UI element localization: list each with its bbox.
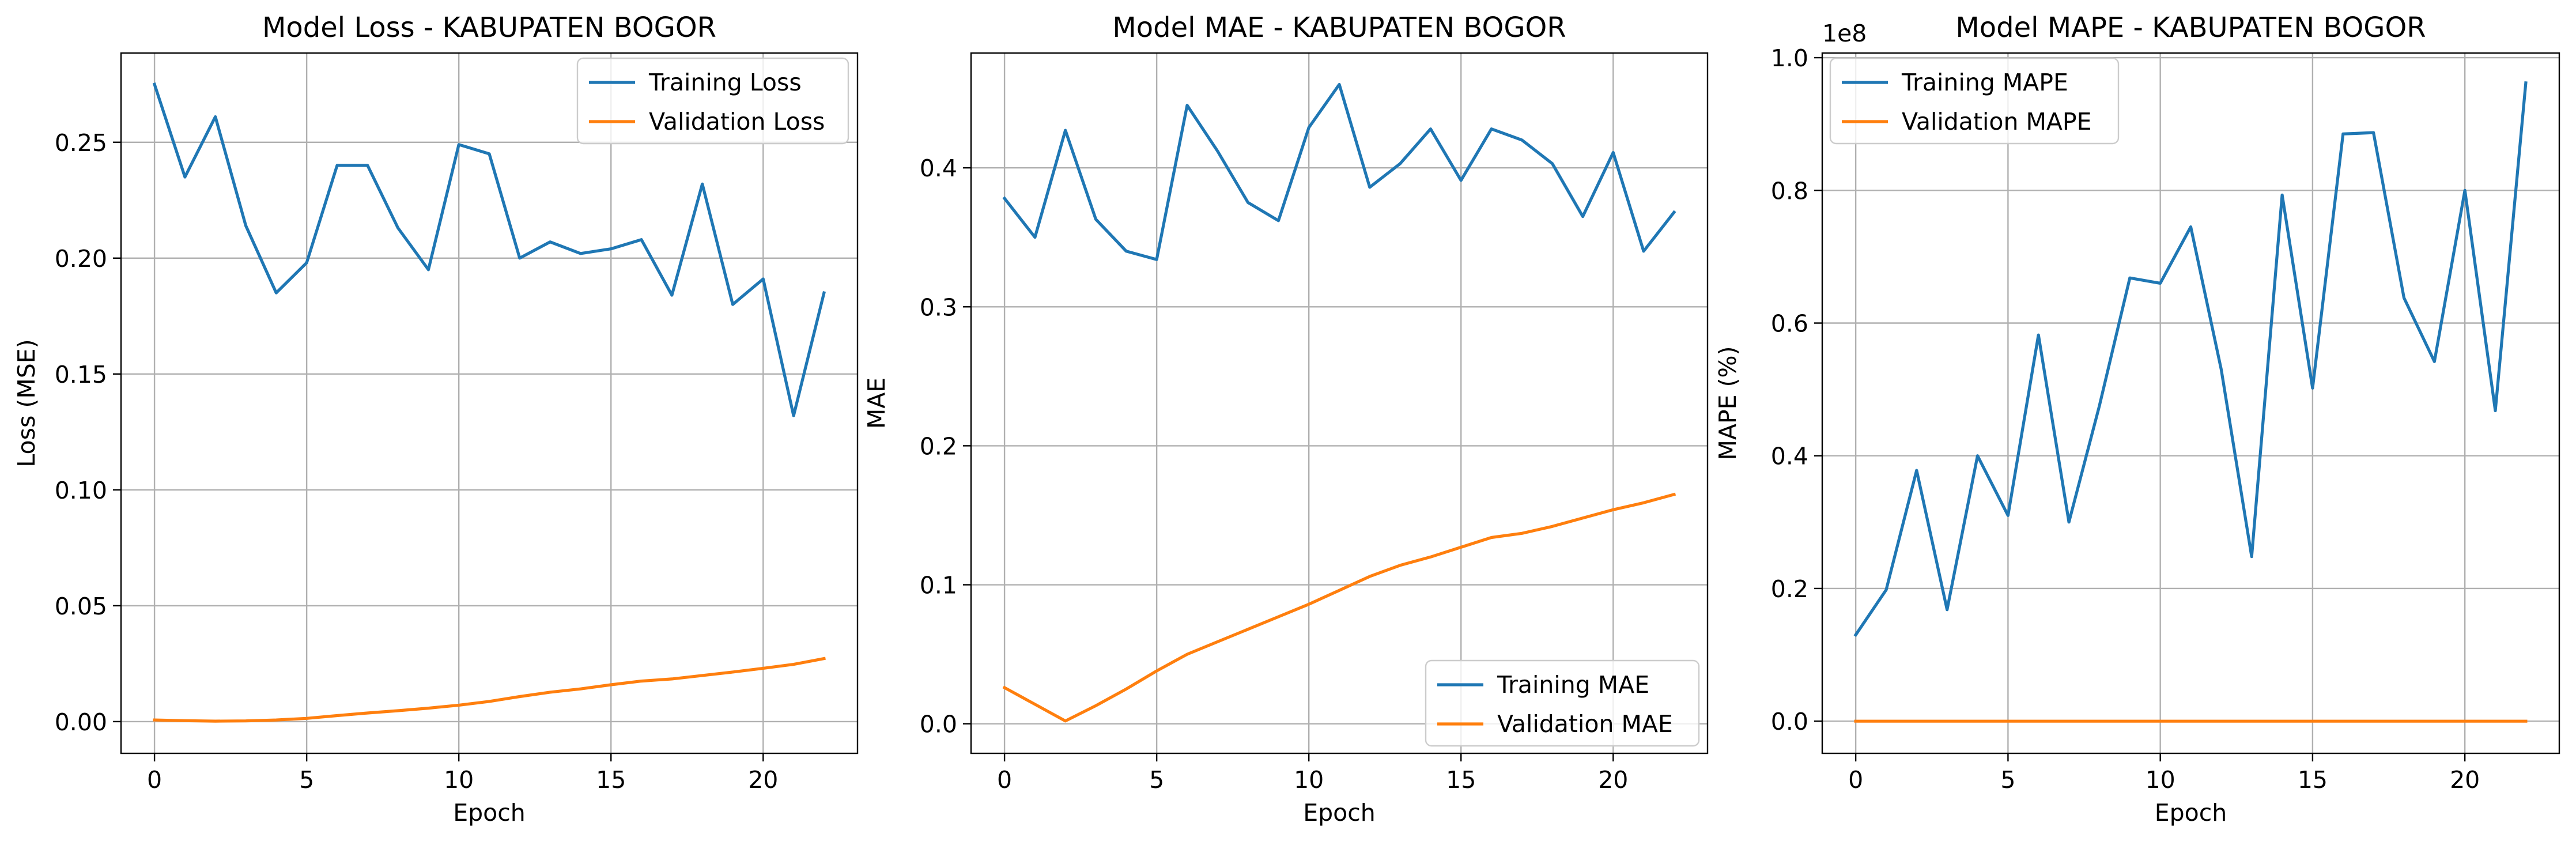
grid bbox=[971, 53, 1708, 753]
y-tick-label: 0.8 bbox=[1771, 177, 1808, 205]
x-tick-label: 20 bbox=[2450, 766, 2480, 794]
legend-label: Training MAPE bbox=[1901, 69, 2068, 96]
x-axis-label: Epoch bbox=[2155, 799, 2227, 827]
y-tick-label: 0.10 bbox=[55, 477, 107, 504]
y-tick-label: 0.2 bbox=[920, 432, 957, 460]
chart-panel-2: 0 5 10 15 20 0.0 0.1 0.2 0.3 0.4 Model MAE - KABUP… bbox=[863, 12, 1709, 827]
x-tick-label: 20 bbox=[1598, 766, 1628, 794]
x-tick-label: 5 bbox=[299, 766, 314, 794]
legend-frame bbox=[1425, 659, 1700, 747]
x-tick-label: 10 bbox=[1294, 766, 1324, 794]
y-tick-label: 0.6 bbox=[1771, 310, 1808, 338]
y-tick-label: 0.4 bbox=[1771, 443, 1808, 470]
legend-label: Validation MAPE bbox=[1902, 108, 2092, 135]
chart-panel-1: 0 5 10 15 20 0.00 0.05 0.10 0.15 0.20 0.25 Model Lo… bbox=[13, 12, 859, 827]
y-tick-label: 0.0 bbox=[1771, 708, 1808, 735]
axes-frame bbox=[120, 52, 859, 755]
legend: Training MAPE Validation MAPE bbox=[1829, 57, 2120, 145]
chart-panel-3: 0 5 10 15 20 0.0 0.2 0.4 0.6 0.8 1.0 1e8 Model MAPE … bbox=[1714, 12, 2560, 827]
x-tick-label: 15 bbox=[596, 766, 626, 794]
x-tick-label: 5 bbox=[1149, 766, 1164, 794]
legend-frame bbox=[576, 57, 849, 145]
legend: Training Loss Validation Loss bbox=[576, 57, 849, 145]
y-tick-label: 0.05 bbox=[55, 593, 107, 620]
y-tick-label: 1.0 bbox=[1771, 44, 1808, 72]
x-tick-label: 20 bbox=[748, 766, 778, 794]
x-tick-label: 0 bbox=[997, 766, 1012, 794]
y-axis-label: MAPE (%) bbox=[1714, 346, 1742, 460]
chart-title: Model MAE - KABUPATEN BOGOR bbox=[1112, 12, 1566, 44]
series-line-training bbox=[1002, 82, 1676, 261]
x-axis-label: Epoch bbox=[453, 799, 526, 827]
legend-frame bbox=[1829, 57, 2120, 145]
y-tick-label: 0.0 bbox=[920, 711, 957, 738]
y-tick-label: 0.20 bbox=[55, 245, 107, 273]
grid bbox=[1822, 53, 2559, 753]
x-tick-label: 15 bbox=[2298, 766, 2328, 794]
y-tick-label: 0.00 bbox=[55, 708, 107, 736]
series-line-training bbox=[1853, 81, 2528, 637]
x-tick-label: 5 bbox=[2000, 766, 2015, 794]
y-axis-label: Loss (MSE) bbox=[13, 339, 40, 467]
legend-label: Validation Loss bbox=[649, 108, 825, 135]
y-tick-label: 0.25 bbox=[55, 129, 107, 157]
x-axis-label: Epoch bbox=[1303, 799, 1376, 827]
axes-frame bbox=[970, 52, 1709, 755]
legend: Training MAE Validation MAE bbox=[1425, 659, 1700, 747]
y-axis-label: MAE bbox=[863, 378, 890, 429]
series-line-training bbox=[152, 82, 826, 417]
x-tick-label: 0 bbox=[1848, 766, 1863, 794]
x-tick-label: 10 bbox=[444, 766, 474, 794]
y-tick-label: 0.15 bbox=[55, 361, 107, 388]
x-tick-label: 10 bbox=[2146, 766, 2175, 794]
chart-title: Model Loss - KABUPATEN BOGOR bbox=[262, 12, 716, 44]
x-tick-label: 0 bbox=[147, 766, 162, 794]
y-tick-label: 0.3 bbox=[920, 293, 957, 321]
series-line-validation bbox=[153, 657, 826, 723]
legend-label: Validation MAE bbox=[1497, 710, 1673, 738]
y-offset-label: 1e8 bbox=[1822, 20, 1867, 47]
legend-label: Training Loss bbox=[648, 69, 802, 96]
x-tick-label: 15 bbox=[1446, 766, 1476, 794]
y-tick-label: 0.1 bbox=[920, 572, 957, 599]
y-tick-label: 0.2 bbox=[1771, 575, 1808, 603]
y-tick-label: 0.4 bbox=[920, 154, 957, 182]
series-line-validation bbox=[1002, 492, 1676, 723]
chart-title: Model MAPE - KABUPATEN BOGOR bbox=[1955, 12, 2426, 44]
axes-frame bbox=[1821, 52, 2560, 755]
legend-label: Training MAE bbox=[1497, 671, 1649, 699]
